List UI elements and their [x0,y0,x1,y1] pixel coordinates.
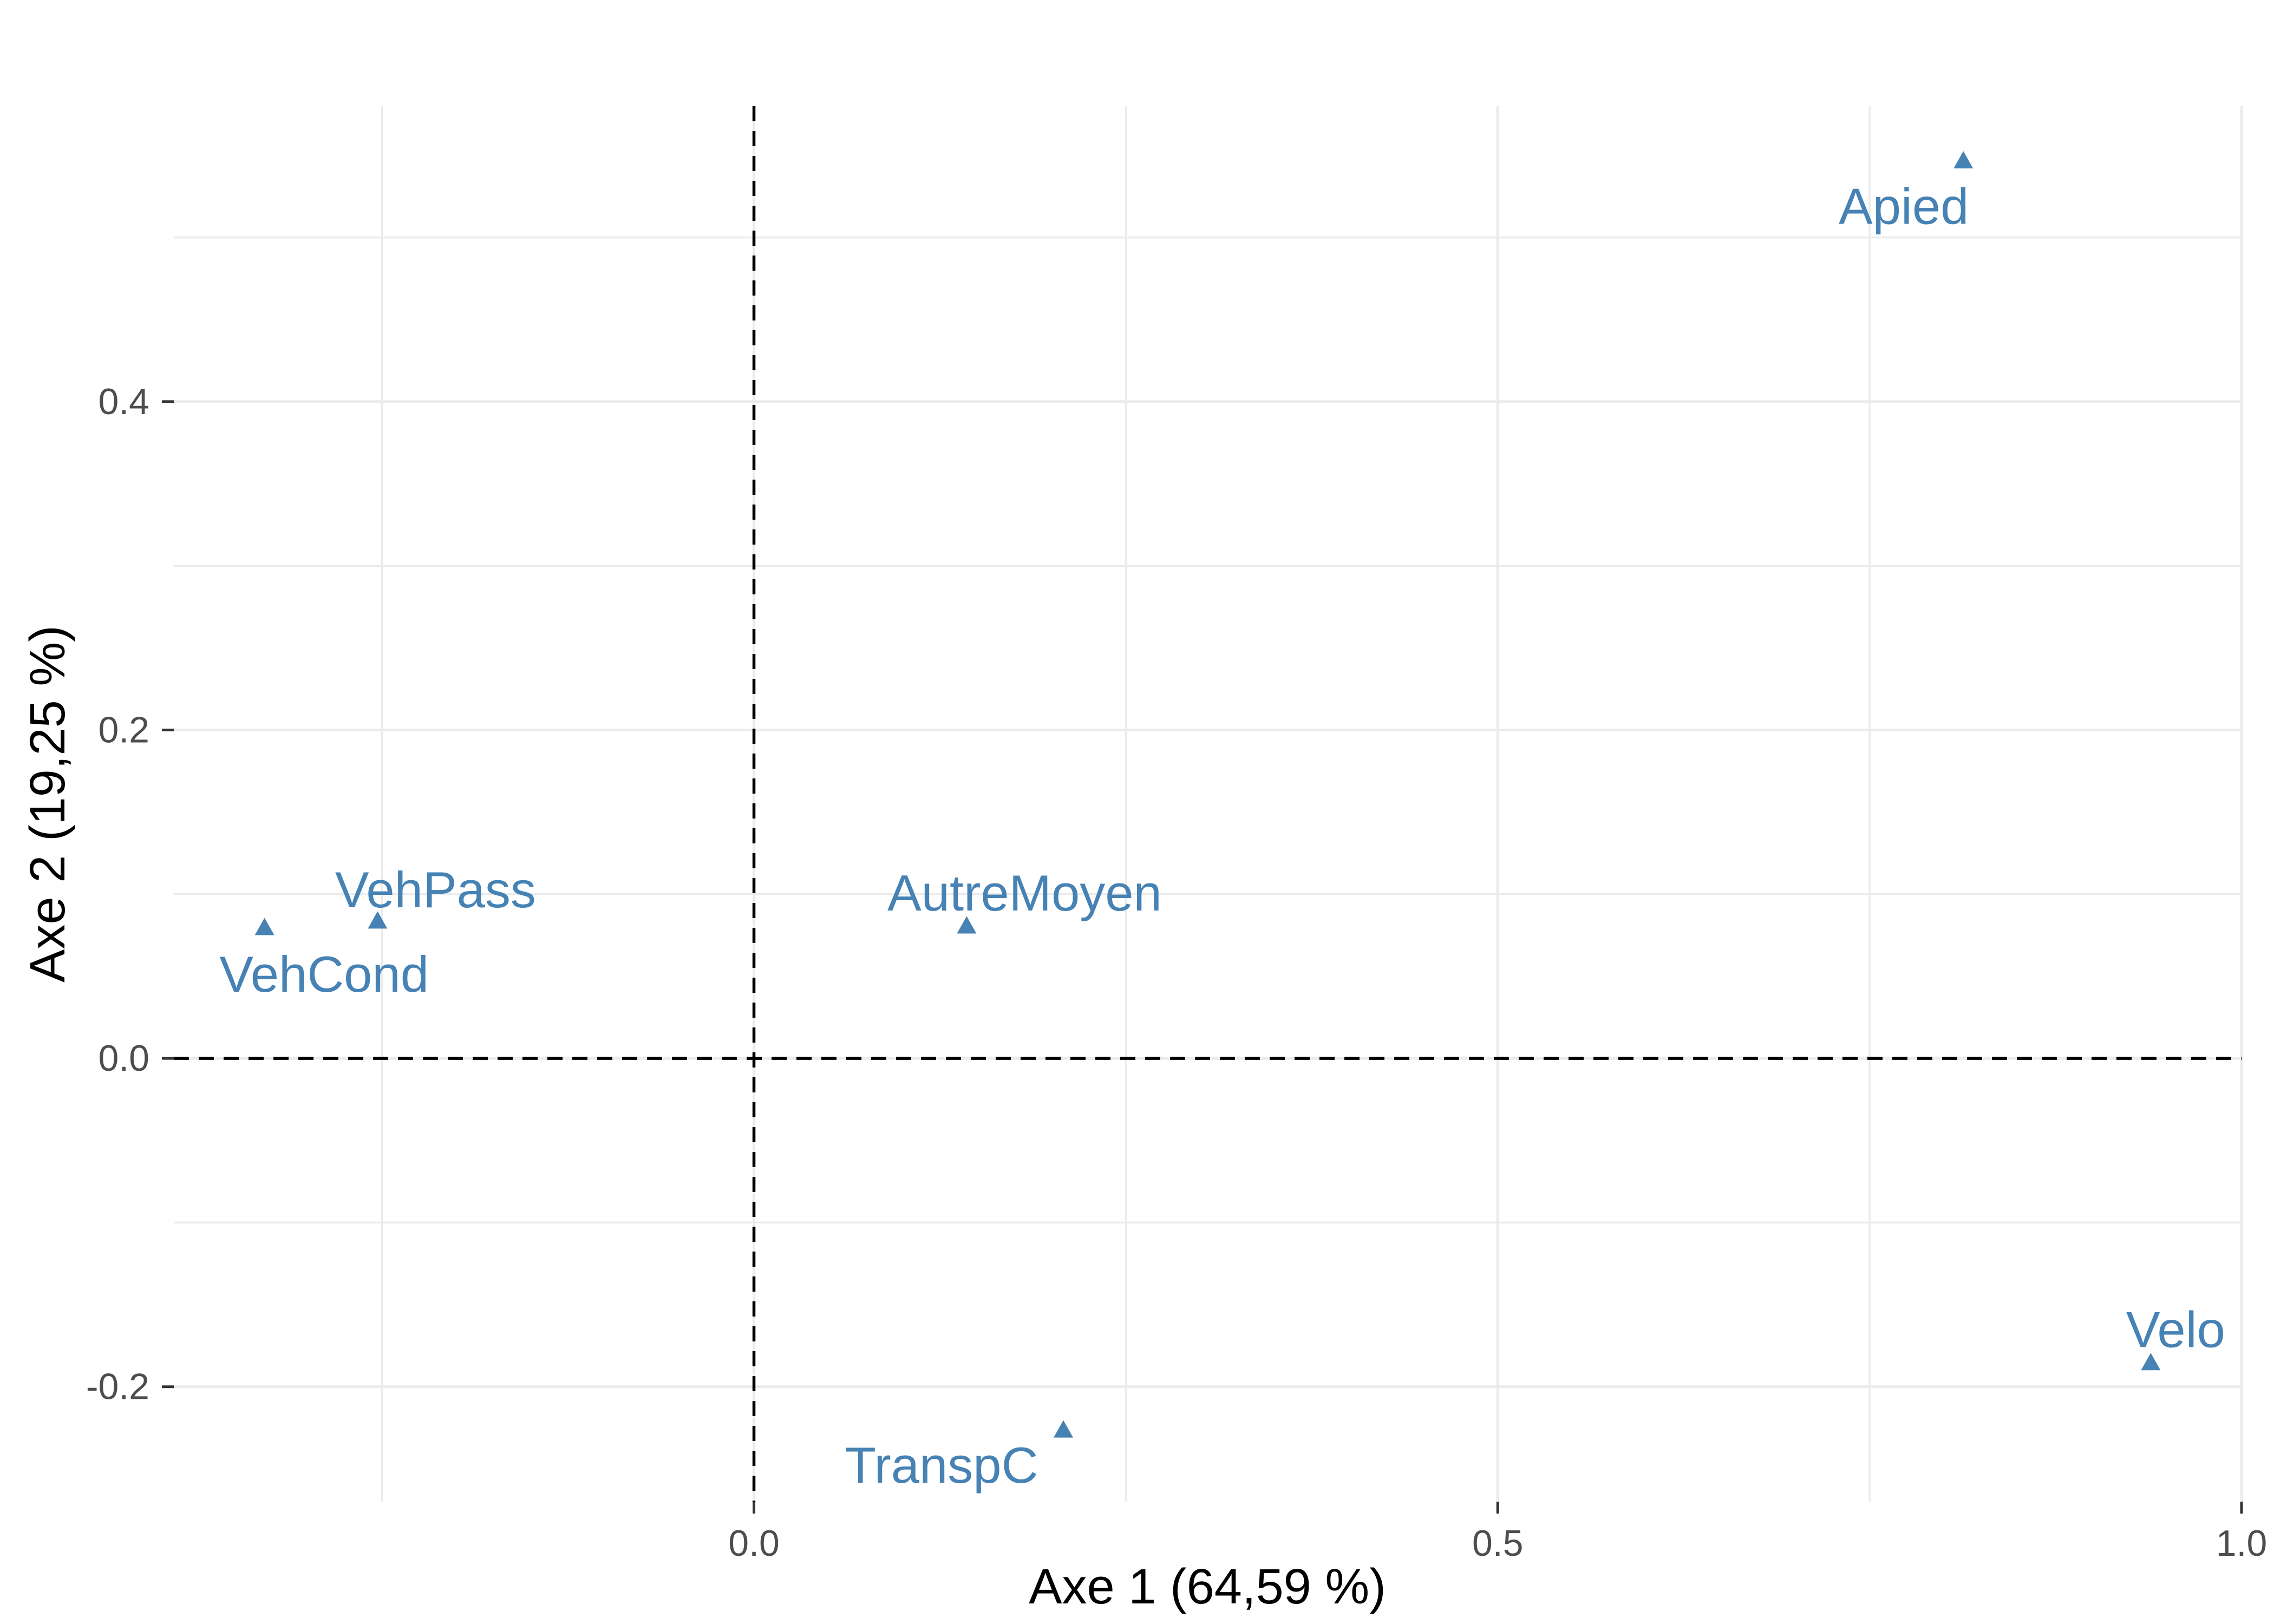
y-tick-label: -0.2 [86,1366,149,1407]
x-axis-title: Axe 1 (64,59 %) [1029,1559,1386,1614]
point-label-autremoyen: AutreMoyen [887,865,1162,921]
point-transpc [1053,1420,1073,1438]
point-vehcond [254,918,275,935]
data-points [254,151,2161,1438]
point-autremoyen [957,916,977,934]
x-tick-label: 0.0 [728,1523,780,1564]
point-label-transpc: TranspC [845,1437,1038,1494]
point-label-vehpass: VehPass [335,861,536,918]
axis-ticks: 0.0 0.5 1.0 -0.2 0.0 0.2 0.4 [86,381,2267,1564]
point-vehpass [368,911,388,929]
point-velo [2141,1353,2161,1371]
point-label-vehcond: VehCond [219,946,429,1003]
y-tick-label: 0.4 [98,381,149,422]
point-apied [1953,151,1974,169]
x-tick-label: 1.0 [2216,1523,2268,1564]
y-tick-label: 0.2 [98,710,149,751]
x-tick-label: 0.5 [1472,1523,1524,1564]
point-label-apied: Apied [1839,178,1969,235]
y-tick-label: 0.0 [98,1038,149,1079]
reference-lines [174,106,2242,1502]
grid-lines [174,106,2243,1502]
data-point-labels: Apied VehPass VehCond AutreMoyen TranspC Velo [219,178,2225,1494]
point-label-velo: Velo [2126,1301,2225,1358]
y-axis-title: Axe 2 (19,25 %) [20,625,75,983]
